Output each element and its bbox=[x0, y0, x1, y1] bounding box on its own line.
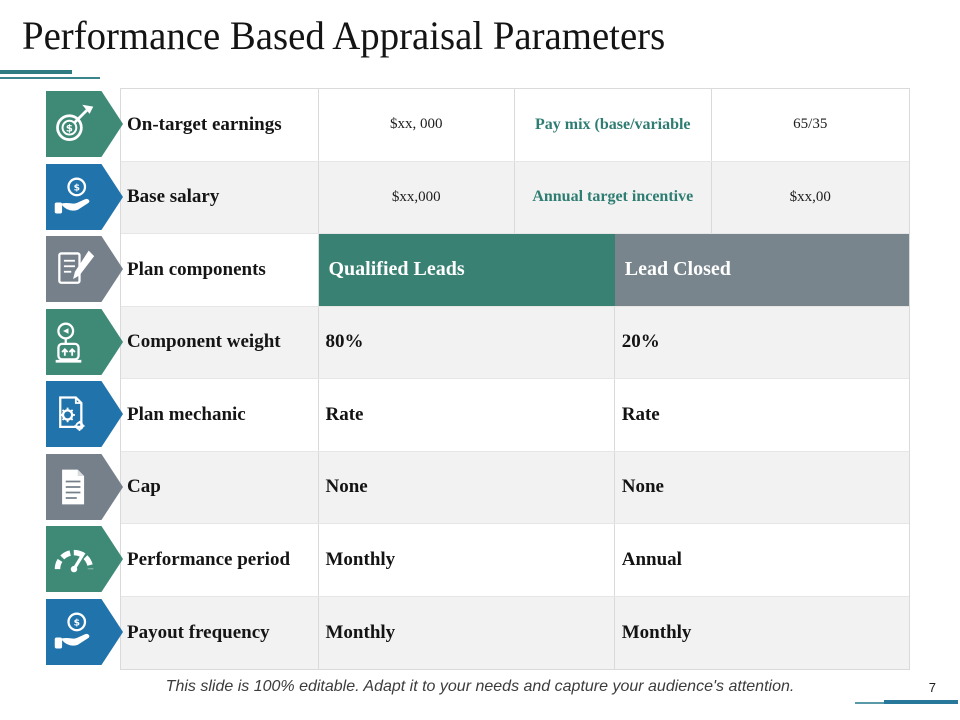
table-row: Component weight 80% 20% bbox=[121, 306, 909, 379]
table-cell: 80% bbox=[319, 306, 615, 378]
table-cell: Monthly bbox=[319, 596, 615, 669]
cell-value: None bbox=[325, 476, 368, 498]
row-label-cell: On-target earnings bbox=[121, 89, 319, 161]
cell-value: 80% bbox=[325, 331, 364, 353]
row-label: Performance period bbox=[127, 548, 291, 570]
page-title: Performance Based Appraisal Parameters bbox=[22, 13, 666, 58]
row-label-cell: Component weight bbox=[121, 306, 319, 378]
table-cell: Annual target incentive bbox=[515, 161, 712, 233]
row-label: Base salary bbox=[127, 186, 220, 208]
row-label: Cap bbox=[127, 476, 161, 498]
document-gear-icon bbox=[46, 381, 123, 447]
table-row: Performance period Monthly Annual bbox=[121, 524, 909, 597]
cell-value: Annual bbox=[621, 548, 682, 570]
hand-coin-icon: $ bbox=[46, 164, 123, 230]
row-label-cell: Payout frequency bbox=[121, 596, 319, 669]
table-cell: None bbox=[615, 452, 909, 524]
table-cell: 65/35 bbox=[712, 89, 910, 161]
hand-coin-icon: $ bbox=[46, 599, 123, 665]
row-label: Plan mechanic bbox=[127, 403, 246, 425]
svg-text:$: $ bbox=[74, 618, 80, 629]
cell-value: Monthly bbox=[325, 548, 396, 570]
document-pen-icon bbox=[46, 236, 123, 302]
page-number: 7 bbox=[928, 680, 936, 695]
table-cell: $xx, 000 bbox=[319, 89, 516, 161]
table-cell: Monthly bbox=[319, 524, 615, 596]
cell-value: $xx,000 bbox=[391, 188, 441, 205]
title-underline-secondary bbox=[0, 77, 100, 79]
target-dollar-icon: $ bbox=[46, 91, 123, 157]
cell-value: Qualified Leads bbox=[328, 258, 465, 281]
row-label: Component weight bbox=[127, 331, 281, 353]
table-row: Cap None None bbox=[121, 451, 909, 524]
svg-text:$: $ bbox=[66, 123, 73, 134]
table-cell: Annual bbox=[615, 524, 909, 596]
svg-text:$: $ bbox=[74, 183, 80, 194]
row-label-cell: Base salary bbox=[121, 161, 319, 233]
cell-value: $xx,00 bbox=[789, 188, 831, 205]
document-icon bbox=[46, 454, 123, 520]
category-header-cell: Lead Closed bbox=[614, 234, 909, 306]
appraisal-parameters-table: On-target earnings $xx, 000 Pay mix (bas… bbox=[120, 88, 910, 670]
table-cell: Pay mix (base/variable bbox=[515, 89, 712, 161]
cell-value: None bbox=[621, 476, 664, 498]
cell-value: 20% bbox=[621, 331, 660, 353]
page-number-underline-accent bbox=[884, 700, 958, 704]
title-underline bbox=[0, 70, 72, 74]
footer-note: This slide is 100% editable. Adapt it to… bbox=[165, 678, 795, 695]
row-label-cell: Plan mechanic bbox=[121, 379, 319, 451]
weight-scale-icon bbox=[46, 309, 123, 375]
cell-value: Lead Closed bbox=[624, 258, 731, 281]
table-row: Payout frequency Monthly Monthly bbox=[121, 596, 909, 670]
row-label: On-target earnings bbox=[127, 113, 282, 135]
row-label-cell: Cap bbox=[121, 451, 319, 523]
cell-value: Rate bbox=[325, 403, 364, 425]
table-cell: 20% bbox=[615, 307, 909, 379]
table-cell: Monthly bbox=[615, 597, 909, 670]
cell-value: Monthly bbox=[621, 621, 692, 643]
category-header-cell: Qualified Leads bbox=[318, 234, 615, 306]
gauge-icon bbox=[46, 526, 123, 592]
cell-value: 65/35 bbox=[793, 116, 828, 133]
table-cell: Rate bbox=[615, 379, 909, 451]
cell-value: Monthly bbox=[325, 621, 396, 643]
cell-value: Rate bbox=[621, 403, 660, 425]
row-label-cell: Performance period bbox=[121, 524, 319, 596]
row-label: Plan components bbox=[127, 258, 266, 280]
row-label: Payout frequency bbox=[127, 621, 270, 643]
table-cell: $xx,00 bbox=[712, 162, 910, 234]
table-row: On-target earnings $xx, 000 Pay mix (bas… bbox=[121, 89, 909, 162]
row-label-cell: Plan components bbox=[121, 234, 319, 306]
cell-value: Pay mix (base/variable bbox=[534, 115, 691, 133]
cell-value: Annual target incentive bbox=[532, 188, 694, 206]
table-row: Base salary $xx,000 Annual target incent… bbox=[121, 161, 910, 234]
cell-value: $xx, 000 bbox=[390, 116, 443, 133]
table-cell: Rate bbox=[319, 379, 615, 451]
table-row: Plan components Qualified Leads Lead Clo… bbox=[121, 234, 909, 307]
table-row: Plan mechanic Rate Rate bbox=[121, 379, 909, 452]
table-cell: None bbox=[319, 451, 615, 523]
table-cell: $xx,000 bbox=[319, 161, 516, 233]
